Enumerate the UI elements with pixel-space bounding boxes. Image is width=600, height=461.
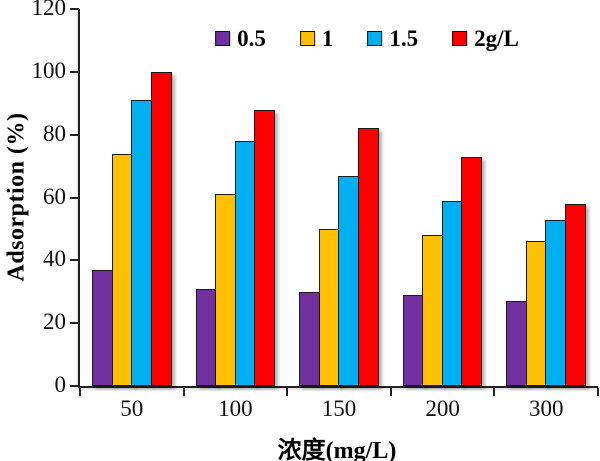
legend-swatch-icon [452, 31, 468, 46]
bar-2g/L-at-200 [461, 156, 483, 386]
bar-1-at-50 [111, 153, 133, 386]
x-tick-2 [286, 388, 289, 396]
x-tick-label-150: 150 [321, 396, 357, 421]
bar-1.5-at-100 [234, 140, 256, 386]
y-tick-40 [70, 259, 79, 262]
bar-0.5-at-100 [195, 288, 217, 386]
legend-item-1: 1 [299, 26, 334, 51]
legend-item-1.5: 1.5 [367, 27, 418, 50]
y-tick-label-40: 40 [43, 246, 66, 272]
bar-0.5-at-300 [506, 301, 528, 386]
legend: 0.5 1 1.5 2g/L [215, 27, 519, 50]
bar-0.5-at-150 [299, 291, 321, 386]
legend-item-0.5: 0.5 [215, 27, 266, 50]
legend-label: 1 [321, 26, 334, 51]
y-tick-label-120: 120 [31, 0, 67, 20]
x-tick-3 [389, 388, 392, 396]
y-axis-title: Adsorption (%) [3, 112, 30, 282]
y-tick-100 [70, 70, 79, 73]
bar-1-at-200 [422, 235, 444, 386]
legend-swatch-icon [299, 31, 315, 46]
bar-1-at-100 [215, 194, 237, 386]
y-tick-80 [70, 133, 79, 136]
legend-swatch-icon [215, 31, 231, 46]
x-tick-label-200: 200 [425, 396, 460, 421]
x-axis-title: 浓度(mg/L) [277, 438, 397, 461]
y-tick-label-20: 20 [43, 309, 66, 335]
bar-2g/L-at-50 [150, 71, 172, 386]
x-tick-0 [79, 388, 81, 396]
legend-swatch-icon [367, 31, 383, 46]
plot-area: 0.5 1 1.5 2g/L 0 20 40 60 80 100 120 50 100 150 200 30… [32, 0, 599, 421]
y-tick-label-80: 80 [43, 120, 66, 146]
bar-group-100 [184, 9, 288, 386]
legend-label: 2g/L [474, 26, 519, 51]
y-tick-label-0: 0 [54, 371, 67, 397]
bar-2g/L-at-150 [357, 128, 379, 386]
bar-group-200 [391, 9, 495, 386]
bar-1.5-at-150 [338, 175, 360, 386]
y-tick-0 [70, 385, 79, 387]
x-tick-label-300: 300 [528, 396, 564, 421]
bar-group-50 [80, 9, 184, 386]
bar-groups [80, 9, 598, 386]
y-tick-120 [70, 8, 79, 10]
bar-1-at-300 [525, 241, 547, 386]
bar-2g/L-at-100 [254, 109, 276, 386]
bar-1.5-at-200 [441, 200, 463, 386]
legend-label: 1.5 [389, 26, 419, 51]
bar-1.5-at-300 [545, 219, 567, 386]
x-tick-label-100: 100 [218, 396, 253, 421]
bar-1.5-at-50 [131, 100, 153, 386]
x-tick-4 [493, 388, 496, 396]
legend-label: 0.5 [237, 26, 266, 51]
bar-group-150 [287, 9, 391, 386]
x-tick-1 [182, 388, 185, 396]
bar-2g/L-at-300 [564, 203, 586, 386]
x-tick-5 [597, 388, 599, 396]
bar-0.5-at-200 [402, 294, 424, 386]
bar-group-300 [494, 9, 598, 386]
x-tick-label-50: 50 [120, 396, 144, 421]
y-tick-label-60: 60 [43, 183, 66, 209]
bar-1-at-150 [318, 228, 340, 386]
y-tick-label-100: 100 [31, 57, 67, 83]
y-tick-60 [70, 196, 79, 199]
legend-item-2g/L: 2g/L [452, 27, 519, 50]
y-tick-20 [70, 322, 79, 325]
bar-0.5-at-50 [92, 269, 114, 386]
